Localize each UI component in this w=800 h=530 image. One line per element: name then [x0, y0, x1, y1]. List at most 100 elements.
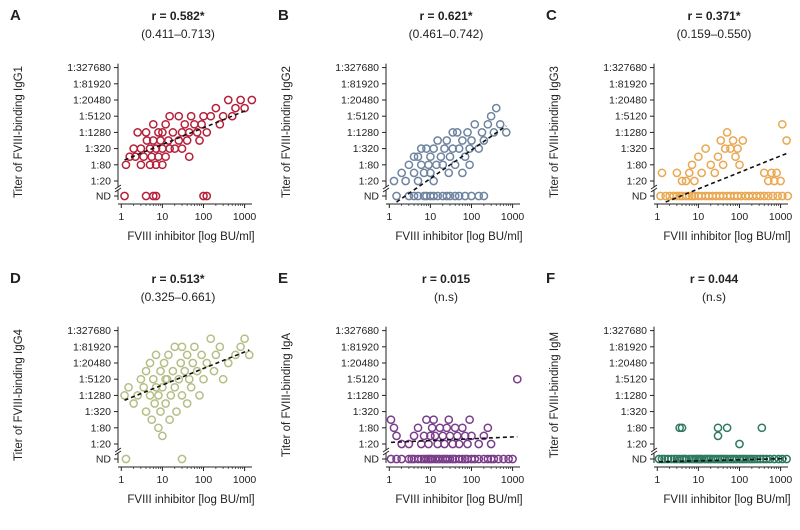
y-tick-label: 1:327680: [603, 325, 647, 337]
data-point: [215, 342, 225, 352]
data-point: [211, 350, 221, 360]
data-point: [236, 95, 245, 105]
x-tick-label: 100: [195, 211, 213, 223]
data-point: [190, 119, 199, 129]
x-axis-label: FVIII inhibitor [log BU/ml]: [663, 494, 790, 506]
data-point: [460, 431, 470, 441]
data-point: [759, 168, 769, 178]
data-point: [170, 342, 180, 352]
data-point: [180, 366, 190, 376]
data-point: [463, 128, 472, 137]
y-tick-label: 1:80: [359, 422, 380, 434]
data-point: [777, 119, 787, 129]
data-point: [474, 144, 484, 153]
y-tick-label: 1:5120: [79, 111, 111, 123]
y-tick-label: 1:327680: [67, 62, 111, 74]
data-point: [479, 136, 489, 145]
data-point: [136, 160, 146, 170]
data-point: [409, 168, 419, 178]
data-point: [483, 423, 493, 433]
data-point: [177, 342, 187, 352]
data-point: [174, 111, 184, 121]
data-point: [755, 454, 765, 464]
data-point: [409, 431, 419, 441]
data-point: [164, 350, 173, 360]
data-point: [504, 454, 513, 464]
data-point: [158, 128, 167, 137]
y-tick-label: 1:327680: [335, 325, 379, 337]
data-point: [433, 136, 442, 145]
data-point: [735, 160, 744, 170]
data-point: [508, 454, 517, 464]
data-point: [426, 152, 435, 162]
data-point: [474, 439, 484, 449]
data-point: [416, 144, 426, 153]
data-point: [215, 119, 225, 129]
data-point: [454, 191, 464, 201]
x-axis-label: FVIII inhibitor [log BU/ml]: [395, 494, 522, 506]
axis-break-mark: [114, 184, 122, 190]
y-tick-label: ND: [632, 191, 648, 203]
data-point: [465, 415, 474, 425]
trend-line: [658, 457, 787, 463]
data-point: [133, 128, 142, 137]
y-tick-label: 1:1280: [79, 127, 111, 139]
data-point: [133, 391, 142, 400]
data-point: [479, 191, 489, 201]
x-tick-label: 1000: [501, 211, 525, 223]
data-point: [681, 454, 691, 464]
axis-break-mark: [382, 447, 390, 453]
y-tick-label: ND: [632, 454, 648, 466]
data-point: [759, 191, 769, 201]
y-tick-label: 1:20480: [341, 95, 379, 107]
data-point: [136, 374, 146, 384]
confidence-interval: (n.s): [434, 290, 458, 304]
data-point: [413, 176, 423, 186]
data-point: [386, 415, 396, 425]
correlation-title: r = 0.513*: [151, 272, 204, 286]
data-point: [757, 423, 767, 433]
y-tick-label: 1:20: [627, 176, 648, 188]
data-point: [432, 160, 441, 170]
x-tick-label: 10: [693, 211, 705, 223]
data-point: [465, 160, 474, 170]
panel-letter: B: [278, 7, 289, 24]
data-point: [448, 439, 458, 449]
data-point: [684, 168, 694, 178]
confidence-interval: (0.411–0.713): [141, 27, 215, 41]
y-tick-label: 1:20480: [73, 358, 111, 370]
data-point: [477, 128, 487, 137]
data-point: [444, 168, 454, 178]
data-point: [718, 160, 728, 170]
data-point: [161, 152, 170, 162]
x-tick-label: 1000: [233, 474, 257, 486]
x-tick-label: 10: [425, 474, 437, 486]
data-point: [474, 191, 484, 201]
data-point: [151, 160, 161, 170]
data-point: [223, 358, 233, 368]
data-point: [445, 191, 455, 201]
confidence-interval: (0.461–0.742): [409, 27, 484, 41]
y-tick-label: 1:327680: [67, 325, 111, 337]
data-point: [147, 415, 157, 425]
axis-break-mark: [382, 450, 390, 456]
data-point: [142, 136, 152, 145]
data-point: [389, 423, 399, 433]
y-tick-label: 1:5120: [615, 111, 647, 123]
data-point: [452, 128, 462, 137]
data-point: [445, 152, 455, 162]
data-point: [195, 136, 204, 145]
data-point: [697, 168, 706, 178]
correlation-title: r = 0.582*: [151, 9, 204, 23]
trend-line: [665, 152, 787, 203]
x-axis-label: FVIII inhibitor [log BU/ml]: [127, 494, 254, 506]
data-point: [231, 350, 240, 360]
data-point: [156, 407, 165, 416]
data-point: [202, 358, 212, 368]
y-axis-label: Titer of FVIII-binding IgG2: [281, 66, 293, 198]
data-point: [722, 128, 732, 137]
data-point: [209, 366, 219, 376]
x-tick-label: 1: [654, 474, 660, 486]
